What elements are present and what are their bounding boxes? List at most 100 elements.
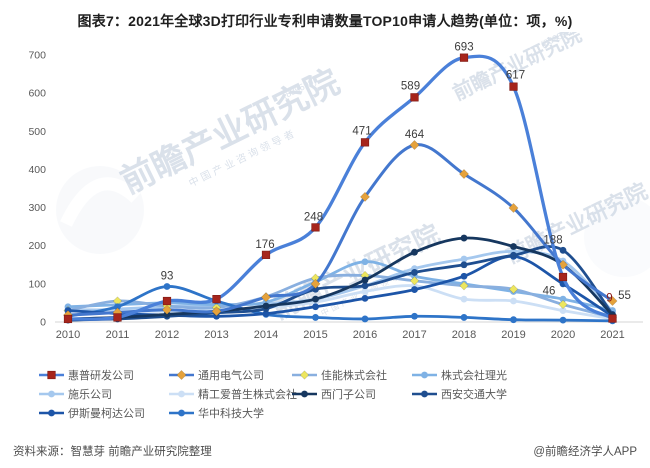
- data-point-marker: [261, 250, 271, 259]
- legend-marker-icon-hp: [39, 370, 64, 379]
- legend-marker-icon-xjtu: [412, 390, 437, 397]
- chart-title: 图表7：2021年全球3D打印行业专利申请数量TOP10申请人趋势(单位：项，%…: [77, 13, 573, 29]
- legend-label-ricoh: 株式会社理光: [441, 369, 507, 382]
- data-point-marker: [63, 314, 73, 324]
- data-point-marker: [162, 296, 172, 306]
- data-point-marker: [310, 278, 321, 289]
- data-label-46: 46: [543, 285, 556, 297]
- data-point-marker: [459, 281, 469, 291]
- data-point-marker: [559, 316, 567, 324]
- data-point-marker: [459, 53, 469, 62]
- legend-label-epson: 精工爱普生株式会社: [198, 388, 297, 401]
- data-point-marker: [510, 297, 517, 305]
- data-label-464: 464: [405, 129, 425, 141]
- legend-label-siemens: 西门子公司: [321, 388, 376, 401]
- data-label-55: 55: [618, 290, 631, 302]
- data-point-marker: [411, 286, 418, 293]
- data-point-marker: [178, 390, 185, 397]
- chart-legend: 惠普研发公司 通用电气公司 佳能株式会社 株式会社理光施乐公司 精工爱普生株式会社 西门子…: [38, 366, 507, 421]
- legend-item-hust: 华中科技大学: [168, 404, 291, 421]
- legend-item-hp: 惠普研发公司: [38, 366, 168, 383]
- data-point-marker: [559, 295, 567, 303]
- data-point-marker: [510, 251, 517, 259]
- data-point-marker: [421, 390, 428, 397]
- y-axis-tick-label: 200: [28, 240, 46, 252]
- series-line-hust: [66, 285, 614, 323]
- data-label-248: 248: [304, 211, 323, 223]
- data-label-188: 188: [543, 234, 562, 246]
- legend-label-xjtu: 西安交通大学: [441, 388, 507, 401]
- data-point-marker: [460, 272, 468, 280]
- data-point-marker: [409, 276, 420, 286]
- data-point-marker: [559, 307, 567, 314]
- legend-marker-icon-kodak: [39, 409, 64, 416]
- data-point-marker: [411, 312, 418, 320]
- data-point-marker: [460, 295, 468, 303]
- watermark-logo-swoosh: [60, 177, 141, 227]
- x-axis-tick-label: 2017: [402, 329, 426, 341]
- watermark-logo-circle: [56, 166, 144, 254]
- data-point-marker: [48, 409, 55, 416]
- data-point-marker: [113, 313, 122, 322]
- legend-marker-icon-epson: [169, 390, 194, 397]
- data-point-marker: [161, 304, 173, 315]
- line-chart-canvas: 前瞻产业研究院中国产业咨询领导者(839599)前瞻产业研究院中国产业咨询领导者…: [28, 32, 650, 341]
- data-point-marker: [557, 259, 569, 270]
- data-point-marker: [359, 191, 371, 202]
- data-point-marker: [411, 248, 418, 256]
- data-point-marker: [361, 315, 369, 323]
- data-point-marker: [361, 294, 369, 302]
- data-point-marker: [212, 295, 221, 304]
- data-point-marker: [559, 246, 567, 254]
- data-point-marker: [114, 303, 121, 311]
- data-point-marker: [421, 371, 428, 378]
- data-label-93: 93: [161, 271, 174, 283]
- data-point-marker: [460, 255, 468, 263]
- legend-item-epson: 精工爱普生株式会社: [168, 385, 297, 402]
- data-label-176: 176: [255, 239, 274, 251]
- data-point-marker: [312, 314, 319, 321]
- data-point-marker: [508, 284, 519, 294]
- x-axis-tick-label: 2011: [106, 329, 130, 341]
- data-point-marker: [608, 314, 617, 323]
- legend-item-xerox: 施乐公司: [38, 385, 168, 402]
- series-hp: [63, 53, 617, 324]
- data-point-marker: [178, 409, 185, 416]
- data-point-marker: [47, 370, 56, 379]
- source-note: 资料来源：智慧芽 前瞻产业研究院整理: [13, 446, 212, 458]
- legend-marker-icon-xerox: [39, 390, 64, 397]
- legend-label-hust: 华中科技大学: [198, 407, 264, 420]
- data-point-marker: [262, 310, 270, 318]
- x-axis-tick-label: 2016: [353, 329, 377, 341]
- legend-marker-icon-ricoh: [412, 371, 437, 378]
- data-point-marker: [458, 168, 470, 180]
- data-label-693: 693: [454, 42, 473, 54]
- watermark-logo: [56, 166, 144, 254]
- data-point-marker: [361, 288, 369, 295]
- y-axis-tick-label: 100: [28, 278, 46, 290]
- data-point-marker: [509, 82, 518, 91]
- legend-item-siemens: 西门子公司: [291, 385, 411, 402]
- legend-label-canon: 佳能株式会社: [321, 369, 387, 382]
- data-point-marker: [299, 369, 310, 380]
- legend-item-ricoh: 株式会社理光: [411, 366, 507, 383]
- y-axis-tick-label: 300: [28, 202, 46, 214]
- legend-marker-icon-hust: [169, 409, 194, 416]
- data-label-471: 471: [352, 125, 371, 137]
- x-axis-tick-label: 2018: [452, 329, 476, 341]
- legend-item-ge: 通用电气公司: [168, 366, 291, 383]
- data-point-marker: [460, 314, 468, 321]
- data-point-marker: [211, 306, 222, 317]
- data-point-marker: [260, 292, 272, 303]
- data-point-marker: [176, 369, 187, 380]
- x-axis-tick-label: 2012: [155, 329, 179, 341]
- data-point-marker: [411, 269, 418, 276]
- data-label-9: 9: [606, 293, 612, 305]
- y-axis-tick-label: 500: [28, 126, 46, 138]
- data-label-617: 617: [506, 70, 525, 82]
- y-axis-tick-label: 700: [28, 50, 46, 62]
- data-point-marker: [410, 93, 419, 102]
- data-point-marker: [607, 295, 618, 307]
